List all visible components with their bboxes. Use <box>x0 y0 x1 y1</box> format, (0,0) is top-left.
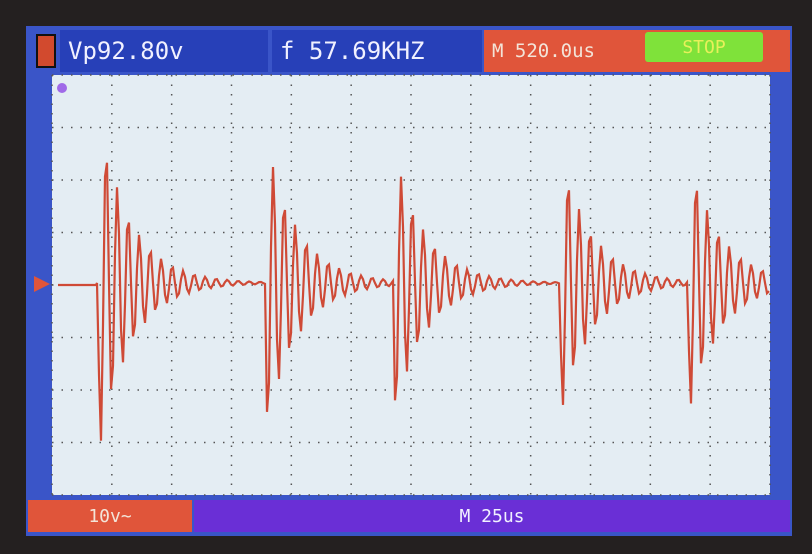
oscilloscope-screen: Vp92.80v f 57.69KHZ M 520.0us STOP 10v~ … <box>0 0 812 554</box>
cursor-marker <box>57 83 67 93</box>
waveform-display <box>0 0 812 554</box>
trigger-marker <box>34 276 50 292</box>
time-scale: M 25us <box>194 500 790 532</box>
channel-scale: 10v~ <box>28 500 192 532</box>
